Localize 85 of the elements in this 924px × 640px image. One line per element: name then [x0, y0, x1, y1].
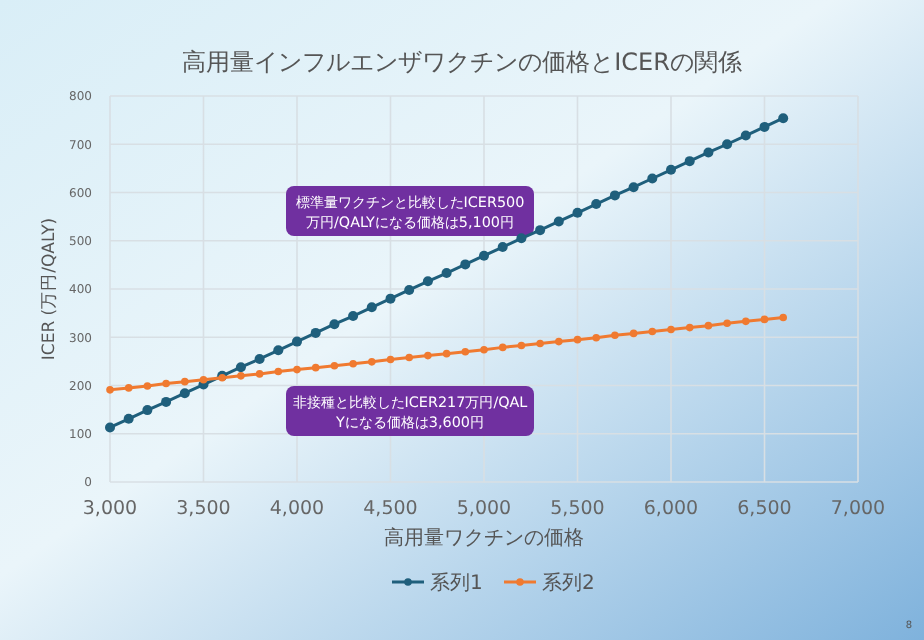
- point: [441, 268, 452, 279]
- point: [778, 113, 789, 124]
- point: [293, 365, 301, 374]
- x-tick-label: 4,500: [363, 498, 418, 520]
- point: [609, 190, 620, 201]
- point: [740, 130, 751, 141]
- point: [535, 225, 546, 236]
- y-axis-title: ICER (万円/QALY): [40, 217, 60, 361]
- point: [628, 182, 639, 193]
- point: [349, 359, 357, 368]
- point: [497, 242, 508, 253]
- point: [611, 331, 619, 340]
- point: [330, 361, 339, 370]
- point: [647, 173, 658, 184]
- point: [667, 325, 675, 334]
- point: [742, 317, 750, 326]
- point: [703, 147, 714, 158]
- point: [385, 293, 396, 304]
- legend-label: 系列2: [542, 571, 595, 595]
- point: [555, 337, 563, 346]
- point: [442, 349, 451, 358]
- point: [366, 302, 377, 313]
- point: [591, 199, 602, 210]
- chart-title: 高用量インフルエンザワクチンの価格とICERの関係: [182, 48, 742, 76]
- point: [142, 405, 153, 416]
- point: [629, 329, 638, 338]
- point: [648, 327, 657, 336]
- legend-label: 系列1: [430, 571, 483, 595]
- point: [779, 313, 787, 322]
- x-tick-label: 5,000: [456, 498, 512, 520]
- point: [553, 216, 564, 227]
- x-tick-label: 6,000: [643, 498, 699, 520]
- point: [722, 139, 733, 150]
- point: [348, 311, 359, 322]
- x-axis-title: 高用量ワクチンの価格: [384, 526, 584, 550]
- point: [666, 164, 676, 175]
- point: [759, 121, 770, 132]
- point: [143, 382, 152, 390]
- point: [311, 363, 320, 372]
- point: [460, 259, 471, 270]
- point: [572, 207, 583, 218]
- point: [480, 346, 488, 354]
- point: [254, 353, 265, 364]
- point: [404, 284, 415, 295]
- point: [161, 396, 172, 407]
- point: [704, 321, 713, 330]
- point: [573, 335, 582, 344]
- point: [760, 315, 769, 324]
- point: [592, 333, 600, 342]
- point: [235, 362, 246, 373]
- point: [292, 336, 302, 347]
- point: [422, 276, 433, 287]
- point: [517, 341, 526, 350]
- point: [123, 413, 134, 424]
- point: [329, 319, 340, 330]
- x-tick-label: 6,500: [737, 498, 792, 520]
- point: [723, 319, 731, 328]
- point: [199, 375, 208, 384]
- x-tick-label: 3,000: [82, 498, 138, 520]
- point: [162, 379, 170, 388]
- point: [516, 233, 527, 244]
- point: [274, 367, 283, 376]
- x-tick-label: 5,500: [550, 498, 605, 520]
- point: [255, 370, 264, 378]
- point: [386, 355, 395, 364]
- point: [498, 343, 507, 352]
- point: [124, 384, 133, 392]
- point: [536, 339, 544, 348]
- point: [179, 388, 190, 399]
- point: [273, 345, 284, 356]
- point: [368, 358, 376, 366]
- point: [479, 250, 489, 261]
- point: [310, 327, 321, 338]
- point: [424, 351, 432, 360]
- point: [105, 422, 115, 433]
- x-tick-label: 7,000: [830, 498, 886, 520]
- point: [461, 347, 470, 356]
- x-tick-label: 4,000: [269, 498, 325, 520]
- point: [685, 323, 694, 332]
- point: [684, 156, 695, 167]
- x-tick-label: 3,500: [176, 498, 231, 520]
- point: [181, 377, 189, 386]
- point: [106, 386, 114, 394]
- point: [237, 372, 245, 380]
- point: [405, 353, 413, 362]
